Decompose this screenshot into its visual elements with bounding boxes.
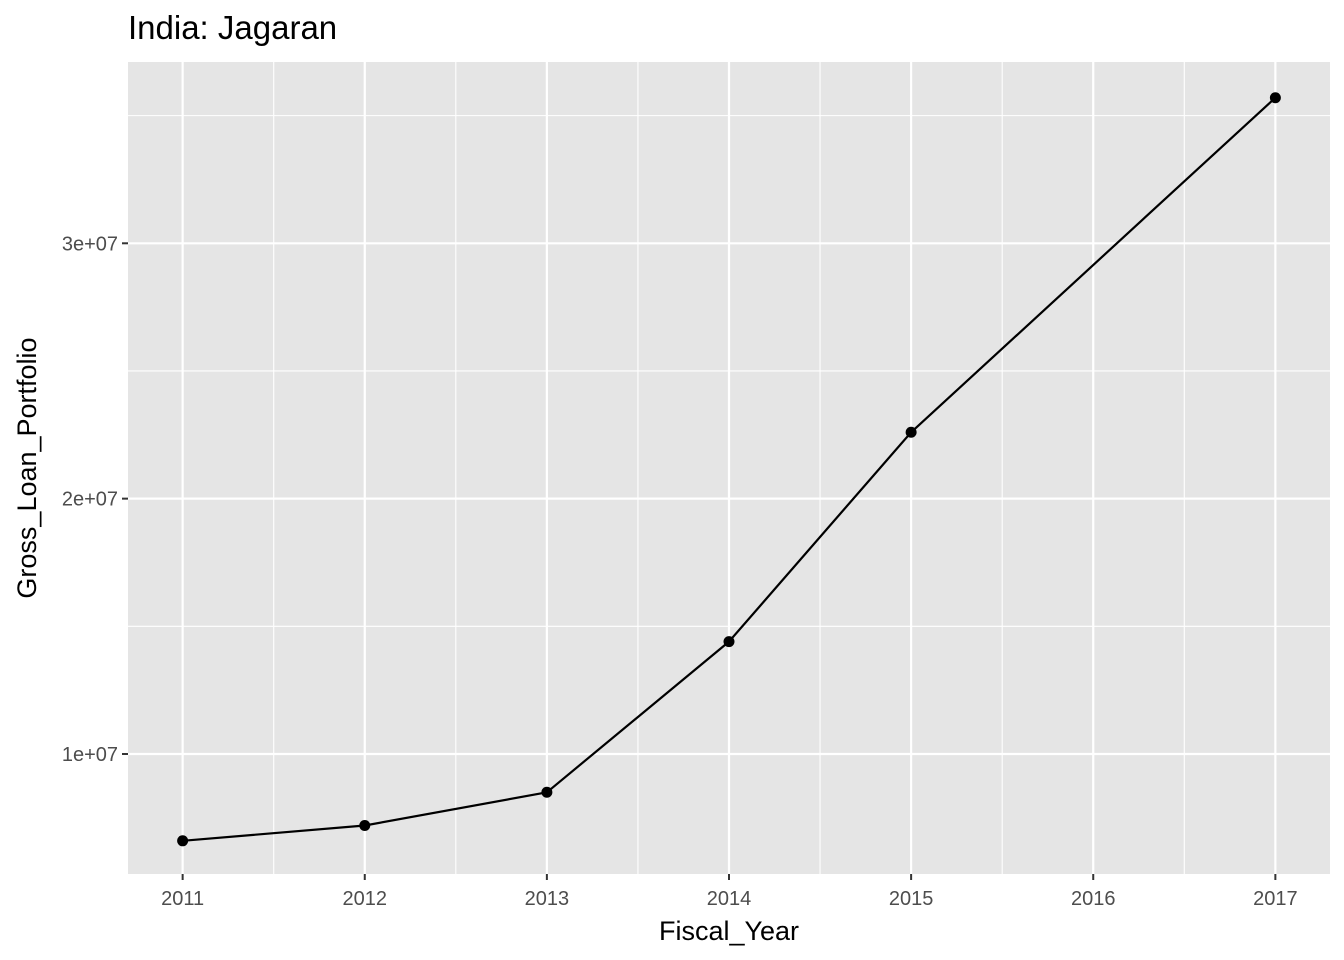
major-gridlines (128, 62, 1330, 874)
x-tick-label: 2014 (707, 888, 752, 910)
series-layer (177, 92, 1281, 847)
data-point (905, 426, 917, 438)
x-tick-label: 2016 (1071, 888, 1116, 910)
data-point (177, 835, 189, 847)
x-tick-label: 2011 (161, 888, 204, 910)
series-line (182, 96, 1277, 842)
data-point (1269, 92, 1281, 104)
data-point (359, 819, 371, 831)
x-tick-label: 2015 (889, 888, 934, 910)
axis-layer: 2011 2012 2013 2014 2015 2016 2017 1e+07 2e+07 3e… (62, 233, 1298, 910)
chart-title: India: Jagaran (128, 9, 337, 46)
y-tick-label: 2e+07 (62, 489, 118, 511)
x-axis-title: Fiscal_Year (659, 916, 799, 946)
y-axis-title: Gross_Loan_Portfolio (12, 337, 42, 598)
x-tick-label: 2012 (343, 888, 388, 910)
x-tick-label: 2013 (525, 888, 570, 910)
x-tick-label: 2017 (1253, 888, 1298, 910)
y-tick-label: 3e+07 (62, 233, 118, 255)
data-point (723, 636, 735, 648)
minor-gridlines (128, 62, 1330, 874)
y-tick-label: 1e+07 (62, 744, 118, 766)
data-point (541, 786, 553, 798)
